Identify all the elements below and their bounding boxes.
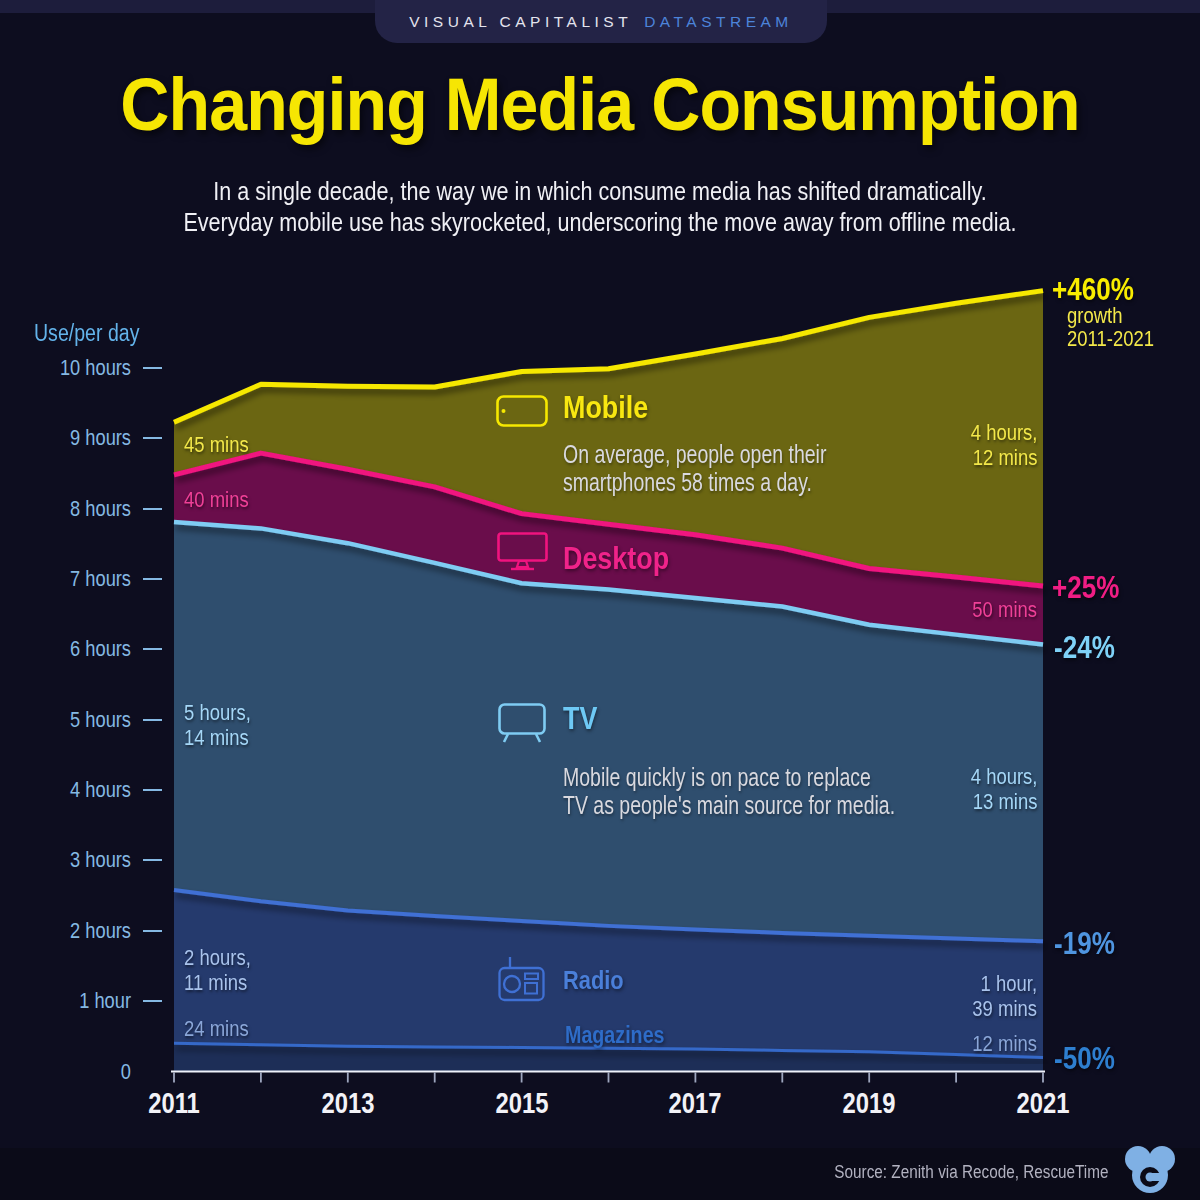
y-tick-dash — [143, 789, 162, 791]
x-tick-label: 2017 — [669, 1087, 722, 1120]
tv-label: TV — [563, 700, 597, 737]
magazines-end-value: 12 mins — [972, 1031, 1037, 1056]
x-tick-label: 2021 — [1017, 1087, 1070, 1120]
radio-end-value: 1 hour, 39 mins — [972, 971, 1037, 1021]
y-tick-dash — [143, 1000, 162, 1002]
y-tick-label: 5 hours — [40, 707, 131, 733]
desktop-end-value: 50 mins — [972, 597, 1037, 622]
y-tick-dash — [143, 508, 162, 510]
magazines-start-value: 24 mins — [184, 1016, 249, 1041]
y-tick-dash — [143, 648, 162, 650]
desktop-start-value: 40 mins — [184, 487, 249, 512]
y-tick-label: 7 hours — [40, 566, 131, 592]
desktop-pct: +25% — [1052, 570, 1119, 606]
y-tick-label: 4 hours — [40, 777, 131, 803]
tv-icon — [498, 703, 546, 744]
magazines-pct: -50% — [1054, 1041, 1115, 1077]
y-tick-label: 8 hours — [40, 496, 131, 522]
y-tick-label: 0 — [40, 1059, 131, 1085]
x-tick-label: 2013 — [321, 1087, 374, 1120]
radio-label: Radio — [563, 965, 624, 996]
x-tick-label: 2019 — [843, 1087, 896, 1120]
growth-period: 2011-2021 — [1067, 326, 1154, 352]
y-tick-dash — [143, 859, 162, 861]
mobile-description: On average, people open their smartphone… — [563, 441, 826, 496]
y-tick-label: 6 hours — [40, 636, 131, 662]
y-axis-title: Use/per day — [34, 320, 139, 347]
y-tick-label: 3 hours — [40, 847, 131, 873]
y-tick-label: 2 hours — [40, 918, 131, 944]
y-tick-dash — [143, 367, 162, 369]
radio-pct: -19% — [1054, 926, 1115, 962]
y-tick-dash — [143, 719, 162, 721]
y-tick-label: 9 hours — [40, 425, 131, 451]
mobile-phone-icon — [496, 395, 548, 427]
radio-start-value: 2 hours, 11 mins — [184, 945, 251, 995]
x-tick-label: 2011 — [148, 1087, 200, 1120]
visual-capitalist-logo — [1120, 1144, 1180, 1194]
y-tick-label: 10 hours — [40, 355, 131, 381]
mobile-start-value: 45 mins — [184, 432, 249, 457]
tv-end-value: 4 hours, 13 mins — [970, 764, 1037, 814]
tv-pct: -24% — [1054, 630, 1115, 666]
y-tick-dash — [143, 930, 162, 932]
mobile-end-value: 4 hours, 12 mins — [970, 420, 1037, 470]
tv-start-value: 5 hours, 14 mins — [184, 700, 251, 750]
mobile-label: Mobile — [563, 389, 648, 426]
source-text: Source: Zenith via Recode, RescueTime — [834, 1162, 1108, 1183]
x-tick-label: 2015 — [495, 1087, 548, 1120]
desktop-label: Desktop — [563, 540, 669, 577]
radio-icon — [498, 957, 545, 1002]
y-tick-dash — [143, 578, 162, 580]
y-tick-dash — [143, 437, 162, 439]
tv-description: Mobile quickly is on pace to replace TV … — [563, 764, 895, 819]
magazines-label: Magazines — [565, 1021, 665, 1049]
y-tick-label: 1 hour — [40, 988, 131, 1014]
desktop-monitor-icon — [497, 532, 548, 571]
